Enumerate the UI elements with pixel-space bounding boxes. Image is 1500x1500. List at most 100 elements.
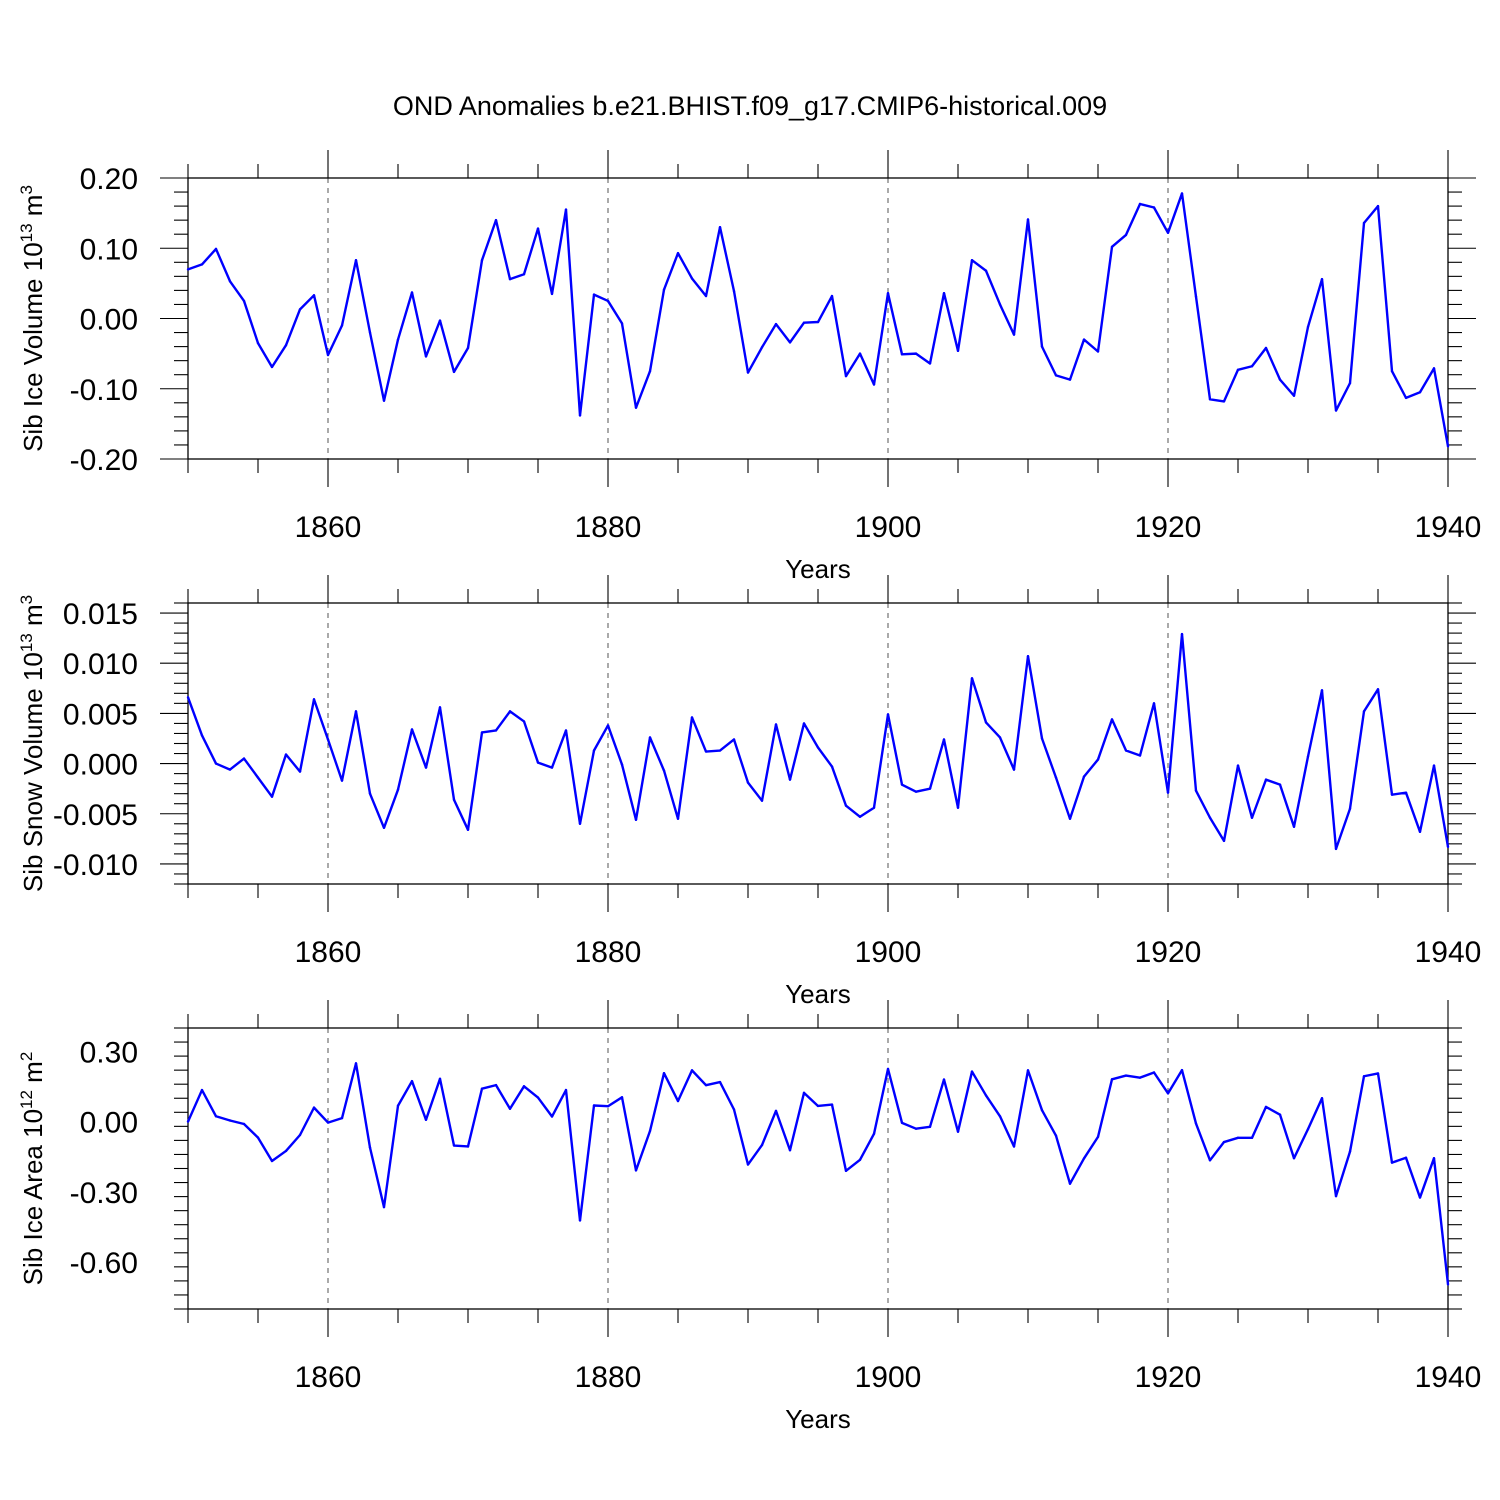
- sib-ice-volume-point: [1166, 231, 1170, 234]
- sib-ice-volume-point: [326, 353, 330, 357]
- sib-ice-volume-point: [550, 292, 554, 296]
- sib-ice-volume-point: [788, 341, 792, 344]
- sib-ice-area-point: [284, 1149, 288, 1153]
- y-tick-label: 0.000: [63, 749, 138, 782]
- sib-ice-area-point: [1432, 1156, 1436, 1160]
- y-tick-label: 0.10: [80, 233, 138, 266]
- sib-ice-volume-point: [760, 346, 764, 349]
- sib-ice-area-point: [1110, 1078, 1114, 1081]
- sib-snow-volume-point: [1250, 816, 1254, 819]
- sib-ice-area-point: [914, 1127, 918, 1130]
- sib-snow-volume-point: [956, 806, 960, 809]
- sib-ice-volume-point: [942, 292, 946, 295]
- y-tick-label: 0.00: [80, 1107, 138, 1140]
- sib-snow-volume-point: [816, 746, 820, 749]
- sib-snow-volume-point: [242, 757, 246, 760]
- sib-ice-area-point: [620, 1096, 624, 1099]
- sib-ice-volume-point: [732, 289, 736, 293]
- sib-ice-area-point: [634, 1169, 638, 1172]
- sib-ice-area-point: [564, 1088, 568, 1092]
- sib-ice-area-point: [1012, 1145, 1016, 1148]
- sib-ice-volume-point: [480, 258, 484, 262]
- x-tick-label: 1920: [1135, 511, 1202, 544]
- sib-ice-volume-point: [998, 303, 1002, 306]
- sib-ice-volume-point: [1082, 338, 1086, 341]
- sib-ice-area-point: [928, 1125, 932, 1129]
- sib-ice-area-point: [1054, 1134, 1058, 1137]
- sib-ice-volume-point: [1068, 378, 1072, 381]
- sib-ice-area-point: [788, 1149, 792, 1152]
- sib-ice-volume-point: [718, 225, 722, 229]
- sib-ice-volume-point: [424, 355, 428, 358]
- sib-snow-volume-point: [466, 828, 470, 832]
- sib-ice-area-point: [606, 1105, 610, 1108]
- sib-snow-volume-point: [298, 770, 302, 773]
- sib-snow-volume-point: [340, 779, 344, 782]
- sib-snow-volume-point: [1432, 764, 1436, 767]
- sib-ice-area-point: [410, 1079, 414, 1083]
- sib-snow-volume-point: [382, 826, 386, 829]
- sib-snow-volume-point: [760, 799, 764, 802]
- sib-ice-volume-point: [1096, 350, 1100, 353]
- sib-ice-area-point: [368, 1146, 372, 1149]
- sib-snow-volume-point: [1068, 817, 1072, 820]
- x-tick-label: 1940: [1415, 511, 1482, 544]
- x-tick-label: 1940: [1415, 1361, 1482, 1394]
- sib-ice-area-point: [452, 1144, 456, 1147]
- plot-frame: [187, 1027, 1449, 1310]
- sib-ice-area-point: [746, 1163, 750, 1166]
- y-tick-label: -0.30: [70, 1177, 138, 1210]
- sib-ice-volume-point: [1278, 378, 1282, 381]
- sib-ice-area-point: [760, 1143, 764, 1147]
- sib-snow-volume-point: [1026, 654, 1030, 658]
- sib-ice-volume-point: [438, 319, 442, 322]
- x-axis-label: Years: [785, 1404, 851, 1434]
- x-tick-label: 1880: [575, 936, 642, 969]
- sib-snow-volume-point: [886, 713, 890, 716]
- sib-ice-volume-point: [396, 338, 400, 341]
- sib-ice-volume-point: [830, 294, 834, 298]
- sib-ice-area-point: [1180, 1068, 1184, 1072]
- y-tick-label: 0.010: [63, 648, 138, 681]
- sib-ice-area-point: [494, 1083, 498, 1087]
- sib-ice-volume-point: [816, 320, 820, 324]
- sib-ice-area-point: [900, 1121, 904, 1125]
- sib-ice-area-point: [830, 1103, 834, 1106]
- sib-snow-volume-point: [1292, 825, 1296, 828]
- x-tick-label: 1860: [295, 936, 362, 969]
- sib-ice-area-point: [508, 1107, 512, 1110]
- sib-ice-volume-point: [592, 293, 596, 296]
- x-tick-label: 1880: [575, 1361, 642, 1394]
- y-tick-label: 0.00: [80, 304, 138, 337]
- sib-ice-area-point: [270, 1159, 274, 1163]
- sib-ice-area-point: [214, 1115, 218, 1118]
- sib-ice-volume-point: [1390, 369, 1394, 373]
- sib-snow-volume-point: [312, 698, 316, 701]
- sib-snow-volume-point: [368, 792, 372, 795]
- sib-ice-area-point: [984, 1094, 988, 1097]
- sib-snow-volume-point: [228, 768, 232, 771]
- sib-ice-volume-point: [508, 277, 512, 281]
- sib-ice-area-point: [1278, 1113, 1282, 1116]
- sib-ice-volume-point: [620, 322, 624, 325]
- sib-snow-volume-point: [1082, 775, 1086, 778]
- sib-snow-volume-point: [200, 734, 204, 737]
- sib-ice-volume-point: [1152, 206, 1156, 209]
- sib-ice-volume-point: [494, 218, 498, 222]
- sib-snow-volume-point: [578, 822, 582, 825]
- sib-ice-area-point: [256, 1136, 260, 1139]
- sib-snow-volume-point: [844, 804, 848, 807]
- sib-snow-volume-point: [1390, 793, 1394, 796]
- sib-ice-area-point: [872, 1132, 876, 1136]
- sib-ice-area-point: [1292, 1156, 1296, 1160]
- sib-snow-volume-point: [648, 736, 652, 739]
- sib-ice-volume-point: [228, 280, 232, 283]
- sib-ice-area-point: [704, 1083, 708, 1087]
- y-tick-label: -0.60: [70, 1247, 138, 1280]
- sib-ice-area-point: [1306, 1127, 1310, 1131]
- sib-ice-area-point: [1446, 1283, 1450, 1286]
- sib-ice-area-point: [690, 1069, 694, 1072]
- sib-ice-volume-point: [536, 227, 540, 230]
- sib-ice-area-point: [858, 1158, 862, 1162]
- sib-ice-area-point: [1194, 1122, 1198, 1125]
